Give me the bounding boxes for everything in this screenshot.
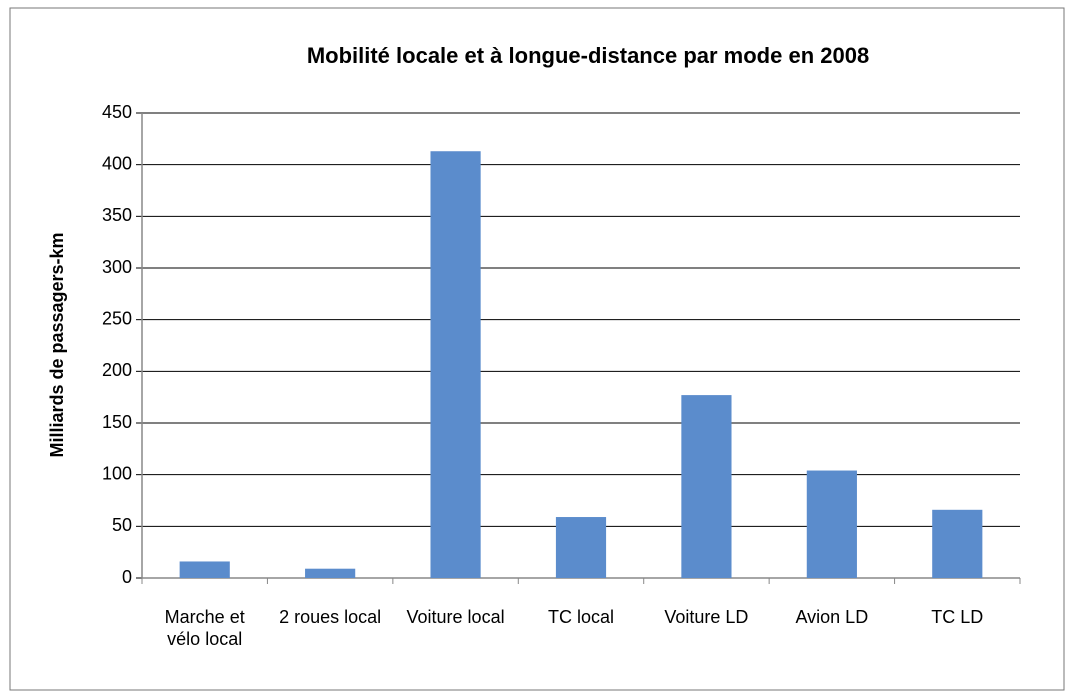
y-tick-label: 350 [102, 205, 132, 225]
x-tick-label: 2 roues local [279, 607, 382, 627]
y-tick-label: 400 [102, 153, 132, 173]
x-tick-label: Avion LD [795, 607, 869, 627]
y-tick-label: 150 [102, 412, 132, 432]
y-tick-label: 100 [102, 463, 132, 483]
x-tick-label: TC local [547, 607, 614, 627]
x-tick-label-box: TC LD [931, 607, 984, 627]
x-tick-label-box: Avion LD [795, 607, 869, 627]
y-axis-title: Milliards de passagers-km [47, 232, 67, 457]
y-tick-label: 250 [102, 308, 132, 328]
x-tick-label-box: Voiture local [406, 607, 505, 627]
bar [555, 517, 607, 578]
bar [932, 509, 983, 578]
bar [806, 470, 857, 578]
x-tick-label-box: TC local [547, 607, 614, 627]
x-tick-label-box: Marche et vélo local [164, 607, 245, 649]
bar [305, 568, 356, 578]
x-tick-label: Voiture LD [664, 607, 749, 627]
y-tick-label: 0 [122, 567, 132, 587]
x-tick-label-box: Voiture LD [664, 607, 749, 627]
y-tick-label: 300 [102, 257, 132, 277]
x-tick-label: Voiture local [406, 607, 505, 627]
x-tick-label-box: 2 roues local [279, 607, 382, 627]
y-tick-label: 200 [102, 360, 132, 380]
bar [179, 561, 230, 578]
x-tick-label: Marche et vélo local [164, 607, 245, 649]
bar [430, 151, 481, 578]
chart-title: Mobilité locale et à longue-distance par… [307, 43, 869, 68]
y-tick-label: 450 [102, 102, 132, 122]
bar [681, 395, 732, 578]
chart-border [9, 7, 1065, 691]
x-tick-label: TC LD [931, 607, 984, 627]
y-tick-label: 50 [112, 515, 132, 535]
